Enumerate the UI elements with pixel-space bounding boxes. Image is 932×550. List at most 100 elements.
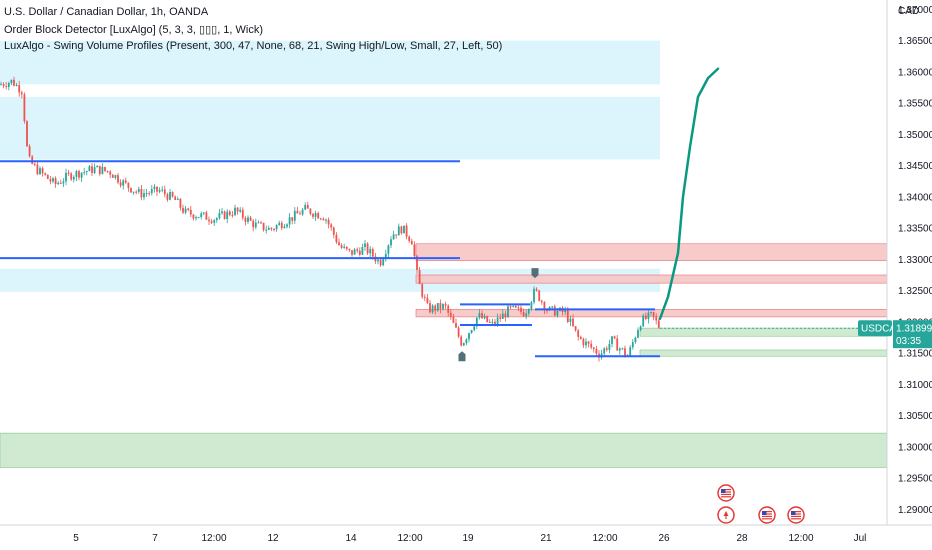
- time-tick-label: 12:00: [397, 533, 422, 544]
- candle-body: [525, 313, 528, 317]
- candle-body: [221, 211, 223, 214]
- symbol-title[interactable]: U.S. Dollar / Canadian Dollar, 1h, OANDA: [4, 6, 209, 18]
- candle-body: [470, 330, 473, 334]
- events-layer[interactable]: [717, 484, 805, 524]
- candle-body: [652, 311, 655, 317]
- candle-body: [91, 166, 93, 173]
- demand-zone: [0, 432, 888, 468]
- candle-body: [202, 212, 205, 214]
- event-flag-us[interactable]: [758, 506, 776, 524]
- candle-body: [465, 339, 468, 344]
- candle-body: [408, 236, 411, 241]
- candle-body: [148, 193, 151, 195]
- candle-body: [241, 209, 244, 218]
- candle-body: [67, 172, 70, 174]
- symbol-tag: USDCAD: [861, 324, 903, 335]
- candle-body: [161, 189, 164, 191]
- candle-body: [119, 182, 122, 186]
- event-circle: [758, 506, 776, 524]
- candle-body: [478, 313, 481, 318]
- candle-body: [426, 297, 429, 304]
- flag-stripe: [721, 493, 731, 495]
- candle-body: [356, 249, 359, 251]
- maple-leaf-icon: [723, 511, 729, 516]
- candle-body: [265, 229, 268, 231]
- symbol-tag-bg: [858, 320, 892, 337]
- volume-profile-zone: [0, 96, 660, 160]
- candle-body: [18, 84, 21, 93]
- candle-body: [286, 224, 288, 227]
- candle-body: [301, 209, 304, 215]
- candle-body: [85, 171, 88, 173]
- candle-body: [473, 326, 476, 331]
- candle-body: [267, 227, 270, 230]
- candle-body: [215, 218, 218, 221]
- candle-body: [306, 204, 309, 209]
- candle-body: [15, 84, 18, 86]
- candle-body: [499, 317, 502, 319]
- candle-body: [101, 166, 104, 174]
- candle-body: [111, 174, 114, 178]
- indicator-order-block[interactable]: Order Block Detector [LuxAlgo] (5, 3, 3,…: [4, 24, 264, 36]
- candle-body: [244, 217, 247, 222]
- candle-body: [494, 321, 496, 324]
- candle-body: [0, 84, 2, 86]
- indicator-swing-volume[interactable]: LuxAlgo - Swing Volume Profiles (Present…: [4, 40, 503, 52]
- candle-body: [174, 196, 177, 200]
- candle-body: [566, 310, 569, 322]
- candle-body: [5, 85, 8, 87]
- event-flag-ca[interactable]: [717, 506, 735, 524]
- time-tick-label: 19: [462, 533, 474, 544]
- volume-profile-zone: [0, 40, 660, 85]
- candle-body: [54, 178, 57, 185]
- time-tick-label: 21: [540, 533, 552, 544]
- candle-body: [283, 226, 286, 229]
- flag-stripe: [762, 515, 772, 517]
- candle-body: [423, 296, 426, 298]
- candle-body: [140, 188, 143, 198]
- candle-body: [629, 347, 632, 356]
- volume-profile-zone: [0, 268, 660, 292]
- currency-label: CAD: [898, 6, 919, 17]
- candle-body: [156, 186, 158, 192]
- event-flag-us[interactable]: [717, 484, 735, 502]
- candle-body: [582, 338, 585, 346]
- time-tick-label: 26: [658, 533, 670, 544]
- candle-body: [65, 172, 67, 182]
- candle-body: [520, 307, 522, 312]
- candle-body: [195, 217, 197, 219]
- candle-body: [33, 163, 36, 165]
- candle-body: [595, 348, 598, 354]
- candle-body: [330, 224, 333, 228]
- candle-body: [403, 225, 405, 234]
- candle-body: [39, 168, 41, 175]
- candle-body: [143, 193, 145, 198]
- candle-body: [153, 186, 156, 190]
- time-axis[interactable]: 5 7 12:00 12 14 12:00 19 21 12:00 26 28 12:00 Jul: [73, 533, 866, 544]
- candle-body: [452, 316, 455, 323]
- candle-body: [197, 217, 200, 219]
- candle-body: [275, 225, 278, 230]
- event-flag-us[interactable]: [787, 506, 805, 524]
- candle-body: [605, 348, 608, 350]
- candle-body: [579, 336, 582, 339]
- candle-body: [514, 305, 517, 308]
- candle-body: [533, 288, 535, 303]
- event-circle: [787, 506, 805, 524]
- candle-body: [325, 219, 327, 221]
- levels-layer: [0, 160, 660, 358]
- candle-body: [496, 317, 499, 324]
- flag-stripe: [762, 518, 772, 520]
- supply-zone: [415, 274, 888, 284]
- candle-body: [304, 204, 307, 210]
- price-tick-label: 1.30000: [898, 442, 932, 453]
- price-tick-label: 1.35000: [898, 130, 932, 141]
- price-tick-label: 1.32500: [898, 286, 932, 297]
- candle-body: [228, 211, 231, 215]
- flag-stripe: [791, 511, 801, 513]
- candle-body: [535, 288, 538, 291]
- candle-body: [585, 341, 587, 346]
- candle-body: [49, 178, 52, 182]
